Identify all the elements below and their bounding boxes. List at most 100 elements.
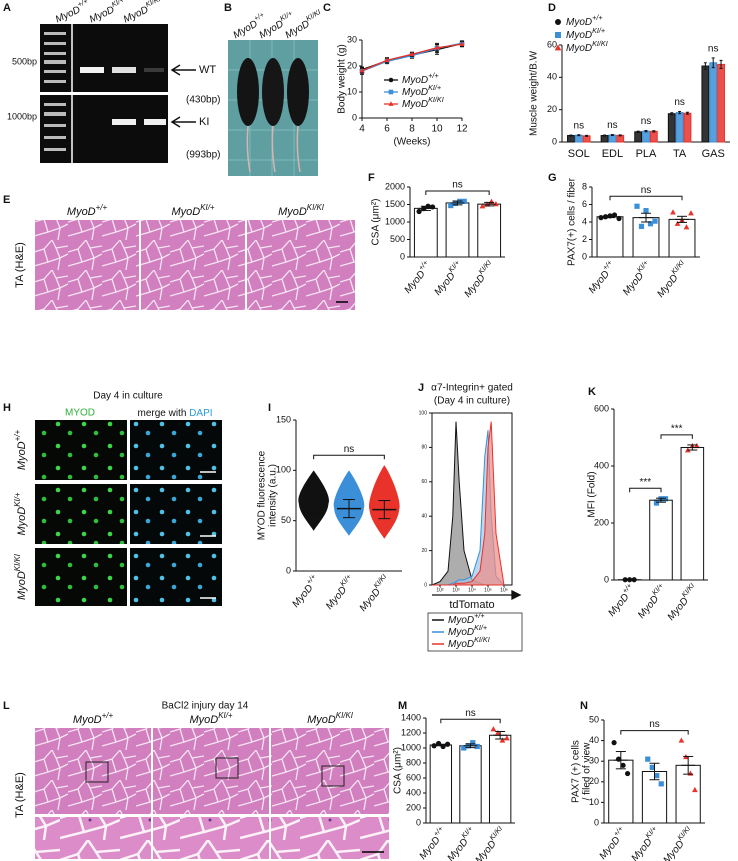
y-tick-label: 30 — [347, 34, 357, 44]
x-tick-label: MyoDKI/+ — [321, 572, 357, 611]
y-tick-label: 1500 — [385, 199, 405, 209]
y-tick-label: 150 — [276, 414, 291, 424]
data-point — [653, 500, 660, 506]
x-tick-label: 10 — [431, 124, 443, 135]
gel-band — [144, 119, 166, 125]
bar — [675, 112, 684, 143]
data-point — [678, 737, 685, 743]
ladder — [44, 32, 66, 151]
y-axis-label: MFI (Fold) — [587, 471, 598, 517]
genotype-base: MyoD — [621, 271, 646, 298]
zoom-box — [215, 757, 239, 779]
genotype-label: MyoDKI/KI — [13, 553, 28, 600]
ladder-band — [44, 42, 66, 45]
genotype-sup: +/+ — [76, 0, 89, 9]
y-tick-label: 0 — [416, 817, 421, 827]
legend-base: MyoD — [402, 99, 428, 110]
point — [434, 45, 440, 50]
genotype-base: MyoD — [73, 714, 102, 726]
annotation: ns — [465, 708, 476, 719]
data-point — [448, 202, 454, 209]
genotype-label: MyoDKI/+ — [13, 492, 28, 535]
genotype-base: MyoD — [665, 596, 690, 623]
genotype-label: MyoD+/+ — [67, 203, 108, 218]
annotation: ns — [641, 116, 652, 127]
y-tick-label: 0 — [352, 112, 357, 122]
y-tick-label: 10 — [347, 86, 357, 96]
legend-sup: KI/+ — [592, 26, 605, 35]
data-point — [658, 781, 664, 787]
bar — [445, 202, 470, 258]
y-tick-label: 0 — [286, 565, 291, 575]
ladder-band — [44, 136, 66, 139]
legend-sup: KI/KI — [592, 39, 608, 48]
arrow — [170, 116, 196, 128]
x-tick-label: 8 — [409, 124, 415, 135]
point — [359, 67, 365, 73]
y-axis-label: MYOD fluorescence — [257, 450, 268, 540]
genotype-base: MyoD — [307, 714, 336, 726]
genotype-base: MyoD — [661, 839, 686, 861]
histogram-area — [432, 421, 505, 586]
bar — [459, 745, 482, 824]
legend-label: MyoDKI/+ — [566, 26, 605, 41]
genotype-sup: KI/+ — [200, 203, 215, 212]
channel-label: merge with DAPI — [137, 408, 212, 419]
band-size: (430bp) — [186, 95, 220, 106]
data-point — [616, 215, 622, 222]
genotype-sup: +/+ — [13, 430, 22, 442]
x-tick-label: 10³ — [452, 587, 460, 593]
data-point — [470, 740, 476, 746]
y-tick-label: 1400 — [401, 712, 421, 722]
panel-letter: H — [3, 402, 11, 414]
x-tick-label: GAS — [702, 148, 725, 160]
ladder-band — [44, 80, 66, 83]
x-tick-label: MyoDKI/+ — [626, 824, 662, 861]
bar — [632, 217, 660, 258]
genotype-sup: KI/KI — [307, 203, 325, 212]
data-point — [693, 442, 700, 449]
y-tick-label: 1000 — [401, 742, 421, 752]
x-tick-label: 10⁴ — [468, 587, 476, 593]
x-tick-label: MyoDKI/KI — [470, 824, 508, 861]
y-tick-label: 0 — [582, 251, 587, 261]
ladder-band — [44, 70, 66, 73]
panel-letter: B — [224, 2, 232, 14]
genotype-sup: KI/+ — [110, 0, 126, 9]
x-tick-label: MyoDKI/+ — [618, 258, 654, 297]
genotype-base: MyoD — [432, 271, 457, 298]
genotype-label: MyoDKI/+ — [189, 711, 232, 726]
ladder-band — [44, 124, 66, 127]
y-tick-label: 40 — [421, 514, 427, 520]
scale-bar — [200, 471, 216, 599]
legend-base: MyoD — [402, 87, 428, 98]
marker-label: 500bp — [12, 56, 37, 66]
genotype-sup: KI/KI — [371, 572, 388, 590]
bar — [683, 112, 692, 143]
panel-letter: J — [418, 382, 424, 394]
panel-letter: A — [3, 2, 11, 14]
if-image — [35, 484, 127, 544]
histology-image — [153, 728, 269, 814]
genotype-base: MyoD — [16, 507, 28, 536]
bar — [701, 65, 710, 143]
genotype-sup: KI/KI — [476, 258, 493, 276]
side-label: TA (H&E) — [14, 242, 26, 288]
genotype-base: MyoD — [189, 714, 218, 726]
band-label: WT — [199, 64, 216, 76]
histology-image — [247, 220, 355, 310]
data-point — [452, 200, 458, 207]
panel-letter: C — [323, 2, 331, 14]
panel-letter: N — [580, 700, 588, 712]
x-tick-label: MyoD+/+ — [594, 824, 629, 861]
data-point — [479, 203, 486, 209]
legend-base: MyoD — [448, 639, 474, 650]
y-tick-label: 0 — [400, 251, 405, 261]
y-tick-label: 0 — [594, 817, 599, 827]
data-point — [638, 223, 645, 229]
y-tick-label: 400 — [594, 460, 609, 470]
genotype-sup: KI/KI — [669, 258, 686, 276]
bar — [608, 759, 634, 824]
x-tick-label: MyoDKI/+ — [633, 581, 669, 620]
chart-title: α7-Integrin+ gated — [431, 383, 513, 394]
